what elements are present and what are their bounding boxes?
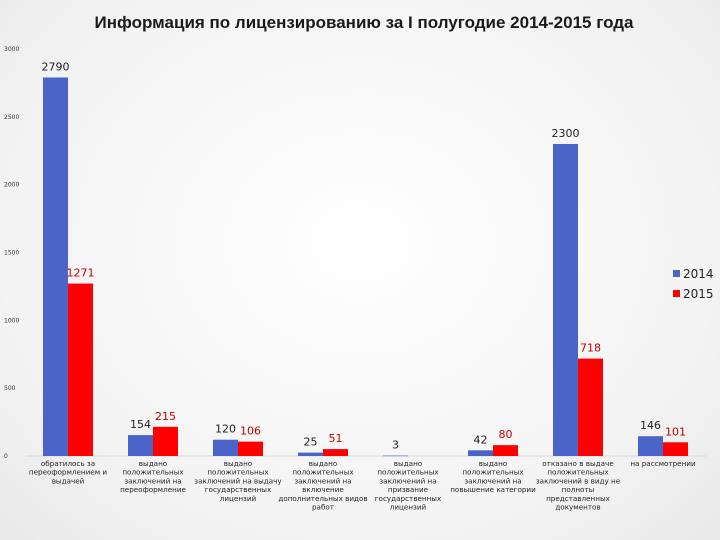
category-label-line: государственных <box>375 494 442 503</box>
category-label-line: на рассмотрении <box>630 459 696 468</box>
category-label-line: положительных <box>462 468 524 477</box>
bar-2014-3 <box>298 452 323 456</box>
category-labels: обратилось за переоформлением и выдачейвыд… <box>29 459 696 512</box>
bar-2015-5 <box>493 445 518 456</box>
data-labels: 2790 1271 154 215 120 106 25 51 3 42 80 2300 718 146 1… <box>42 60 687 451</box>
category-label-line: переоформлением и <box>29 468 108 477</box>
bar-2014-4 <box>383 455 408 457</box>
y-tick-label-500: 500 <box>4 385 16 392</box>
category-label-7: на рассмотрении <box>630 459 696 468</box>
category-label-line: заключений на <box>464 476 521 485</box>
y-tick-label-2000: 2000 <box>4 182 19 189</box>
category-label-line: положительных <box>122 468 184 477</box>
data-label-2014-7: 146 <box>640 419 661 432</box>
data-label-2015-0: 1271 <box>67 267 95 280</box>
category-label-line: обратилось за <box>41 459 95 468</box>
category-label-line: выдачей <box>52 476 85 485</box>
y-tick-label-1000: 1000 <box>4 317 19 324</box>
data-label-2015-7: 101 <box>665 425 686 438</box>
category-label-line: лицензий <box>390 503 427 512</box>
category-label-line: включение <box>302 485 344 494</box>
category-label-line: выдано <box>309 459 337 468</box>
data-label-2014-4: 3 <box>392 439 399 452</box>
data-label-2014-5: 42 <box>474 433 488 446</box>
category-label-line: положительных <box>377 468 439 477</box>
category-label-line: положительных <box>547 468 609 477</box>
category-label-line: документов <box>555 503 600 512</box>
category-label-line: заключений в виду не <box>536 476 621 485</box>
category-label-line: дополнительных видов <box>278 494 367 503</box>
data-label-2015-5: 80 <box>499 428 513 441</box>
y-tick-label-0: 0 <box>4 453 8 460</box>
data-label-2014-3: 25 <box>304 436 318 449</box>
category-label-line: отказано в выдаче <box>542 459 614 468</box>
category-label-line: работ <box>312 503 334 512</box>
data-label-2015-1: 215 <box>155 410 176 423</box>
bar-2014-6 <box>553 143 578 456</box>
bar-2014-1 <box>128 435 153 456</box>
category-label-line: переоформление <box>120 485 186 494</box>
data-label-2015-2: 106 <box>240 425 261 438</box>
category-label-line: повышение категории <box>450 485 536 494</box>
category-label-5: выдано положительных заключений на повышени… <box>450 459 536 494</box>
category-label-line: выдано <box>394 459 422 468</box>
bar-2015-0 <box>68 283 93 456</box>
bar-2015-2 <box>238 441 263 456</box>
category-label-line: выдано <box>224 459 252 468</box>
y-tick-label-1500: 1500 <box>4 250 19 257</box>
legend: 2014 2015 <box>673 267 714 301</box>
category-label-line: заключений на <box>124 476 181 485</box>
bar-2015-3 <box>323 449 348 456</box>
legend-label-2015: 2015 <box>683 287 714 301</box>
category-label-line: заключений на <box>379 476 436 485</box>
category-label-4: выдано положительных заключений на призвани… <box>375 459 442 512</box>
data-label-2014-0: 2790 <box>42 60 70 73</box>
legend-swatch-2014 <box>673 270 680 277</box>
category-label-line: призвание <box>388 485 429 494</box>
category-label-line: выдано <box>479 459 507 468</box>
bar-2015-1 <box>153 426 178 456</box>
chart-title: Информация по лицензированию за I полуго… <box>95 13 635 32</box>
category-label-line: заключений на <box>294 476 351 485</box>
data-label-2014-2: 120 <box>215 423 236 436</box>
category-label-line: лицензий <box>220 494 257 503</box>
category-label-1: выдано положительных заключений на переофор… <box>120 459 186 494</box>
bar-2014-2 <box>213 439 238 456</box>
category-label-line: представленных <box>546 494 611 503</box>
category-label-line: заключений на выдачу <box>194 476 282 485</box>
data-label-2014-1: 154 <box>130 418 151 431</box>
bars <box>43 77 688 457</box>
legend-label-2014: 2014 <box>683 267 714 281</box>
data-label-2015-6: 718 <box>580 342 601 355</box>
category-label-6: отказано в выдаче положительных заключений… <box>536 459 621 512</box>
bar-2014-0 <box>43 77 68 457</box>
category-label-0: обратилось за переоформлением и выдачей <box>29 459 108 485</box>
y-tick-label-2500: 2500 <box>4 114 19 121</box>
bar-2015-6 <box>578 358 603 456</box>
category-label-2: выдано положительных заключений на выдачу г… <box>194 459 282 503</box>
category-label-line: полноты <box>562 485 595 494</box>
category-label-line: государственных <box>205 485 272 494</box>
bar-2014-5 <box>468 450 493 456</box>
data-label-2014-6: 2300 <box>552 127 580 140</box>
data-label-2015-3: 51 <box>329 432 343 445</box>
y-tick-label-3000: 3000 <box>4 46 19 53</box>
bar-2014-7 <box>638 436 663 456</box>
category-label-line: положительных <box>207 468 269 477</box>
bar-2015-7 <box>663 442 688 456</box>
category-label-line: положительных <box>292 468 354 477</box>
category-label-3: выдано положительных заключений на включени… <box>278 459 367 512</box>
category-label-line: выдано <box>139 459 167 468</box>
legend-swatch-2015 <box>673 290 680 297</box>
